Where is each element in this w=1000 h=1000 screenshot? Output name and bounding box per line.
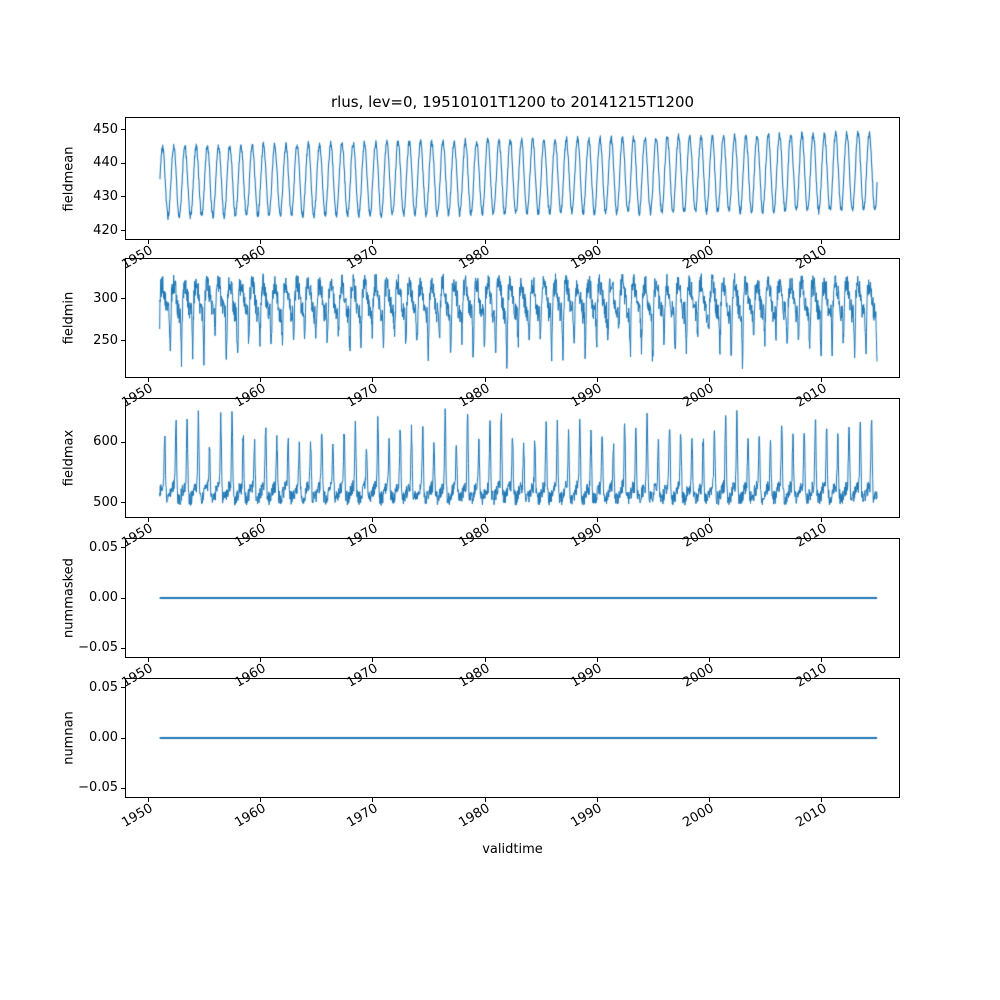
y-tick-label: 500: [93, 494, 118, 510]
x-tick-mark: [147, 798, 149, 802]
plot-line-canvas-fieldmean: [126, 118, 899, 239]
y-tick-mark: [121, 647, 125, 649]
y-tick-label: 600: [93, 434, 118, 450]
plot-line-canvas-numnan: [126, 679, 899, 797]
y-tick-label: 0.00: [89, 730, 118, 745]
subplot-fieldmean: 420 430 440 450 1950 1960 1970 1980 1990 2000 2010…: [62, 117, 900, 273]
x-tick-label: 1990: [568, 801, 605, 831]
x-tick-mark: [821, 378, 823, 382]
x-tick-label: 1960: [231, 801, 269, 831]
x-tick-mark: [708, 518, 710, 522]
y-tick-label: 300: [93, 290, 118, 306]
y-axis-title: numnan: [61, 711, 77, 765]
x-tick-label: 1980: [456, 801, 493, 831]
x-tick-mark: [708, 378, 710, 382]
y-tick-mark: [121, 502, 125, 504]
y-axis-title: fieldmin: [61, 291, 77, 345]
plot-line-canvas-fieldmax: [126, 399, 899, 517]
y-tick-label: 0.00: [89, 590, 118, 605]
x-tick-mark: [372, 518, 374, 522]
x-tick-mark: [708, 658, 710, 662]
y-tick-mark: [121, 230, 125, 232]
y-tick-label: 430: [93, 188, 118, 204]
subplot-fieldmin: 250 300 1950 1960 1970 1980 1990 2000 2010 fieldm…: [62, 258, 900, 411]
y-tick-mark: [121, 597, 125, 599]
subplot-nummasked: −0.05 0.00 0.05 1950 1960 1970 1980 1990 2000 201…: [62, 538, 900, 691]
x-tick-mark: [821, 798, 823, 802]
plot-line-canvas-nummasked: [126, 539, 899, 657]
y-tick-mark: [121, 787, 125, 789]
x-tick-label: 1970: [344, 801, 381, 831]
x-tick-mark: [821, 658, 823, 662]
x-tick-label: 1950: [119, 801, 156, 831]
x-tick-mark: [372, 378, 374, 382]
x-tick-mark: [596, 240, 598, 244]
y-tick-mark: [121, 196, 125, 198]
x-tick-mark: [708, 240, 710, 244]
x-tick-mark: [260, 658, 262, 662]
x-tick-label: 2010: [792, 801, 830, 831]
y-tick-label: −0.05: [78, 640, 118, 656]
x-tick-mark: [596, 658, 598, 662]
y-tick-mark: [121, 687, 125, 689]
y-axis-title: fieldmean: [61, 146, 77, 211]
x-tick-mark: [821, 240, 823, 244]
y-tick-mark: [121, 129, 125, 131]
x-tick-mark: [484, 240, 486, 244]
x-tick-mark: [260, 378, 262, 382]
y-tick-label: 250: [93, 332, 118, 348]
y-tick-mark: [121, 441, 125, 443]
y-tick-mark: [121, 737, 125, 739]
y-axis-title: nummasked: [61, 558, 77, 638]
figure-title: rlus, lev=0, 19510101T1200 to 20141215T1…: [330, 93, 695, 111]
x-tick-mark: [147, 240, 149, 244]
subplot-fieldmax: 500 600 1950 1960 1970 1980 1990 2000 2010 fieldm…: [62, 398, 900, 551]
subplot-numnan: −0.05 0.00 0.05 1950 1960 1970 1980 1990 2000 201…: [62, 678, 900, 831]
x-tick-label: 2000: [680, 801, 717, 831]
x-tick-mark: [484, 798, 486, 802]
y-axis-title: fieldmax: [61, 429, 77, 487]
y-tick-label: 0.05: [89, 539, 118, 555]
x-tick-mark: [147, 658, 149, 662]
x-tick-mark: [260, 240, 262, 244]
x-tick-mark: [372, 798, 374, 802]
x-tick-mark: [596, 378, 598, 382]
y-tick-label: 0.05: [89, 679, 118, 695]
x-tick-mark: [372, 658, 374, 662]
y-tick-label: 420: [93, 222, 118, 238]
y-tick-label: 450: [93, 121, 118, 137]
x-tick-mark: [596, 518, 598, 522]
x-tick-mark: [372, 240, 374, 244]
y-tick-mark: [121, 547, 125, 549]
y-tick-mark: [121, 162, 125, 164]
x-tick-mark: [821, 518, 823, 522]
x-tick-mark: [260, 798, 262, 802]
x-tick-mark: [596, 798, 598, 802]
plot-line-canvas-fieldmin: [126, 259, 899, 377]
y-tick-label: −0.05: [78, 780, 118, 796]
x-tick-mark: [484, 518, 486, 522]
x-axis-label: validtime: [482, 842, 543, 857]
x-tick-mark: [484, 658, 486, 662]
x-tick-mark: [147, 378, 149, 382]
x-tick-mark: [484, 378, 486, 382]
x-tick-mark: [147, 518, 149, 522]
x-tick-mark: [708, 798, 710, 802]
x-tick-mark: [260, 518, 262, 522]
y-tick-mark: [121, 340, 125, 342]
y-tick-mark: [121, 298, 125, 300]
y-tick-label: 440: [93, 155, 118, 171]
